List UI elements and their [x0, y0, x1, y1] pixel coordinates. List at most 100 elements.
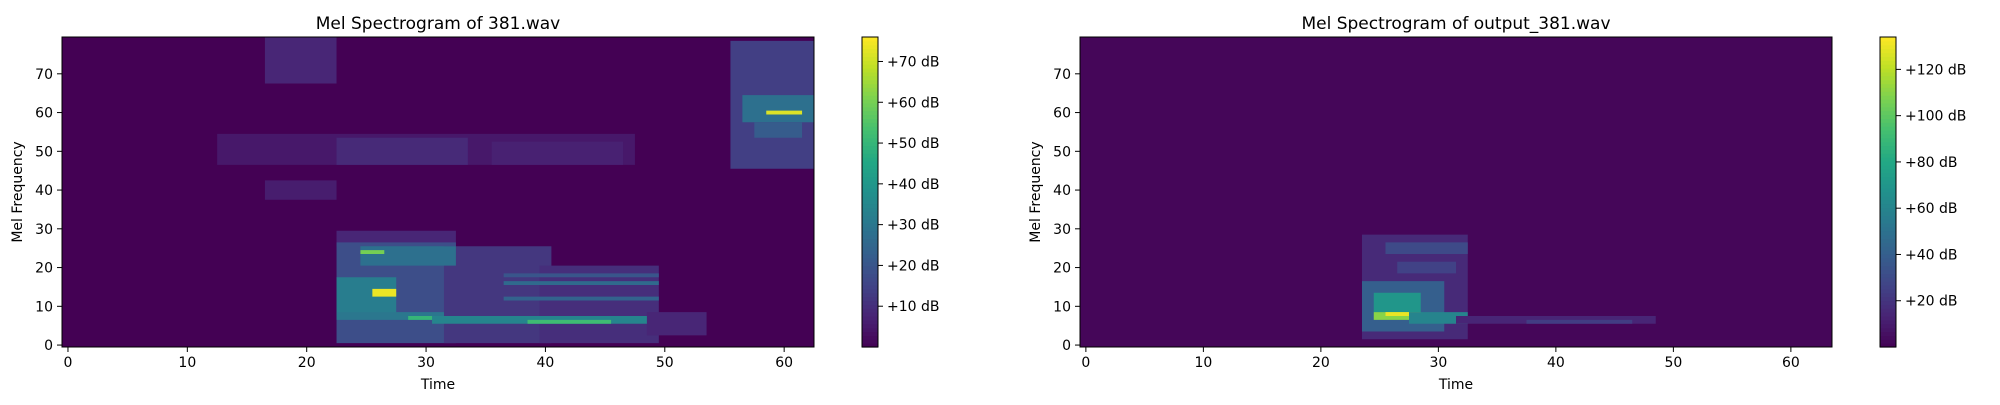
colorbar-segment: [862, 126, 878, 131]
colorbar-segment: [1880, 106, 1896, 112]
colorbar-segment: [1880, 44, 1896, 50]
colorbar-segment: [862, 343, 878, 348]
colorbar-segment: [862, 149, 878, 154]
y-tick-label: 50: [1053, 144, 1071, 160]
heatmap-cell: [1385, 312, 1409, 316]
heatmap-cell: [742, 95, 814, 123]
colorbar-segment: [1880, 114, 1896, 119]
colorbar-segment: [1880, 141, 1896, 147]
y-tick-label: 50: [35, 144, 53, 160]
colorbar-segment: [862, 44, 878, 50]
colorbar-segment: [862, 37, 878, 42]
x-tick-label: 0: [64, 355, 73, 371]
colorbar-segment: [1880, 168, 1896, 174]
colorbar-segment: [862, 203, 878, 209]
colorbar-tick-label: +10 dB: [887, 299, 940, 315]
x-tick-label: 20: [298, 355, 316, 371]
colorbar-segment: [1880, 226, 1896, 232]
colorbar-segment: [1880, 343, 1896, 348]
colorbar-segment: [1880, 126, 1896, 131]
heatmap-cell: [264, 37, 337, 84]
heatmap-cells: [1080, 37, 1832, 347]
colorbar-segment: [1880, 110, 1896, 116]
colorbar-segment: [1880, 300, 1896, 305]
colorbar-segment: [1880, 203, 1896, 209]
colorbar-segment: [1880, 207, 1896, 212]
colorbar-segment: [862, 316, 878, 321]
colorbar-segment: [1880, 319, 1896, 325]
y-tick-label: 10: [35, 299, 53, 315]
heatmap-cell: [1397, 261, 1456, 274]
colorbar-tick-label: +50 dB: [887, 136, 940, 152]
chart-title: Mel Spectrogram of 381.wav: [316, 14, 561, 34]
colorbar-segment: [1880, 161, 1896, 166]
right-spectrogram-panel: Mel Spectrogram of output_381.wav Time M…: [1028, 14, 1966, 393]
y-tick-label: 60: [1053, 106, 1071, 122]
colorbar-segment: [862, 145, 878, 150]
colorbar-segment: [862, 60, 878, 65]
colorbar-segment: [862, 288, 878, 294]
colorbar-segment: [862, 277, 878, 282]
x-tick-label: 30: [417, 355, 435, 371]
heatmap-cell: [360, 246, 456, 266]
colorbar-segment: [1880, 71, 1896, 77]
colorbar-segment: [1880, 277, 1896, 282]
y-tick-label: 0: [44, 338, 53, 354]
colorbar-segment: [862, 257, 878, 263]
colorbar-segment: [1880, 261, 1896, 267]
colorbar-segment: [862, 122, 878, 127]
heatmap-cell: [646, 312, 707, 336]
colorbar-tick-label: +40 dB: [1905, 247, 1958, 263]
colorbar-segment: [862, 192, 878, 197]
colorbar-segment: [862, 176, 878, 181]
colorbar-segment: [1880, 292, 1896, 298]
colorbar-segment: [1880, 133, 1896, 139]
colorbar-segment: [862, 219, 878, 224]
heatmap-cell: [527, 319, 612, 324]
colorbar-segment: [1880, 118, 1896, 123]
colorbar-segment: [862, 281, 878, 286]
colorbar-segment: [862, 308, 878, 313]
colorbar-segment: [862, 141, 878, 147]
colorbar-segment: [1880, 254, 1896, 259]
x-tick-label: 30: [1429, 355, 1447, 371]
colorbar-tick-label: +30 dB: [887, 218, 940, 234]
x-tick-label: 60: [1782, 355, 1800, 371]
colorbar-segment: [862, 172, 878, 178]
colorbar-tick-label: +100 dB: [1905, 109, 1966, 125]
chart-title: Mel Spectrogram of output_381.wav: [1301, 14, 1610, 34]
y-tick-label: 40: [35, 183, 53, 199]
colorbar: +10 dB +20 dB +30 dB +40 dB +50 dB +60 dB +70 …: [861, 36, 940, 348]
colorbar-segment: [862, 114, 878, 119]
x-tick-label: 40: [537, 355, 555, 371]
colorbar-tick-label: +80 dB: [1905, 155, 1958, 171]
colorbar-segment: [862, 327, 878, 333]
colorbar-segment: [862, 153, 878, 158]
colorbar-segment: [862, 238, 878, 243]
colorbar-segment: [862, 304, 878, 309]
colorbar-frame: [1879, 36, 1897, 348]
colorbar-segment: [862, 68, 878, 73]
colorbar-segment: [1880, 68, 1896, 73]
colorbar-segment: [1880, 192, 1896, 197]
axis-ticks: 0 10 20 30 40 50 60 0 10 20 30 40 50 60 70: [35, 67, 793, 371]
y-tick-label: 40: [1053, 183, 1071, 199]
heatmap-cell: [766, 110, 803, 115]
colorbar-tick-label: +20 dB: [887, 258, 940, 274]
colorbar-segment: [862, 292, 878, 298]
colorbar-segment: [862, 296, 878, 302]
colorbar-segment: [862, 254, 878, 259]
colorbar-segment: [1880, 122, 1896, 127]
colorbar-segment: [862, 157, 878, 162]
colorbar-segment: [1880, 95, 1896, 100]
colorbar-segment: [1880, 285, 1896, 290]
colorbar-segment: [862, 215, 878, 220]
heatmap-cell: [503, 296, 659, 301]
x-tick-label: 20: [1312, 355, 1330, 371]
colorbar-tick-label: +120 dB: [1905, 62, 1966, 78]
heatmap-cell: [503, 281, 659, 285]
colorbar-segment: [1880, 199, 1896, 205]
colorbar-segment: [1880, 308, 1896, 313]
heatmap-cell: [1526, 319, 1633, 324]
